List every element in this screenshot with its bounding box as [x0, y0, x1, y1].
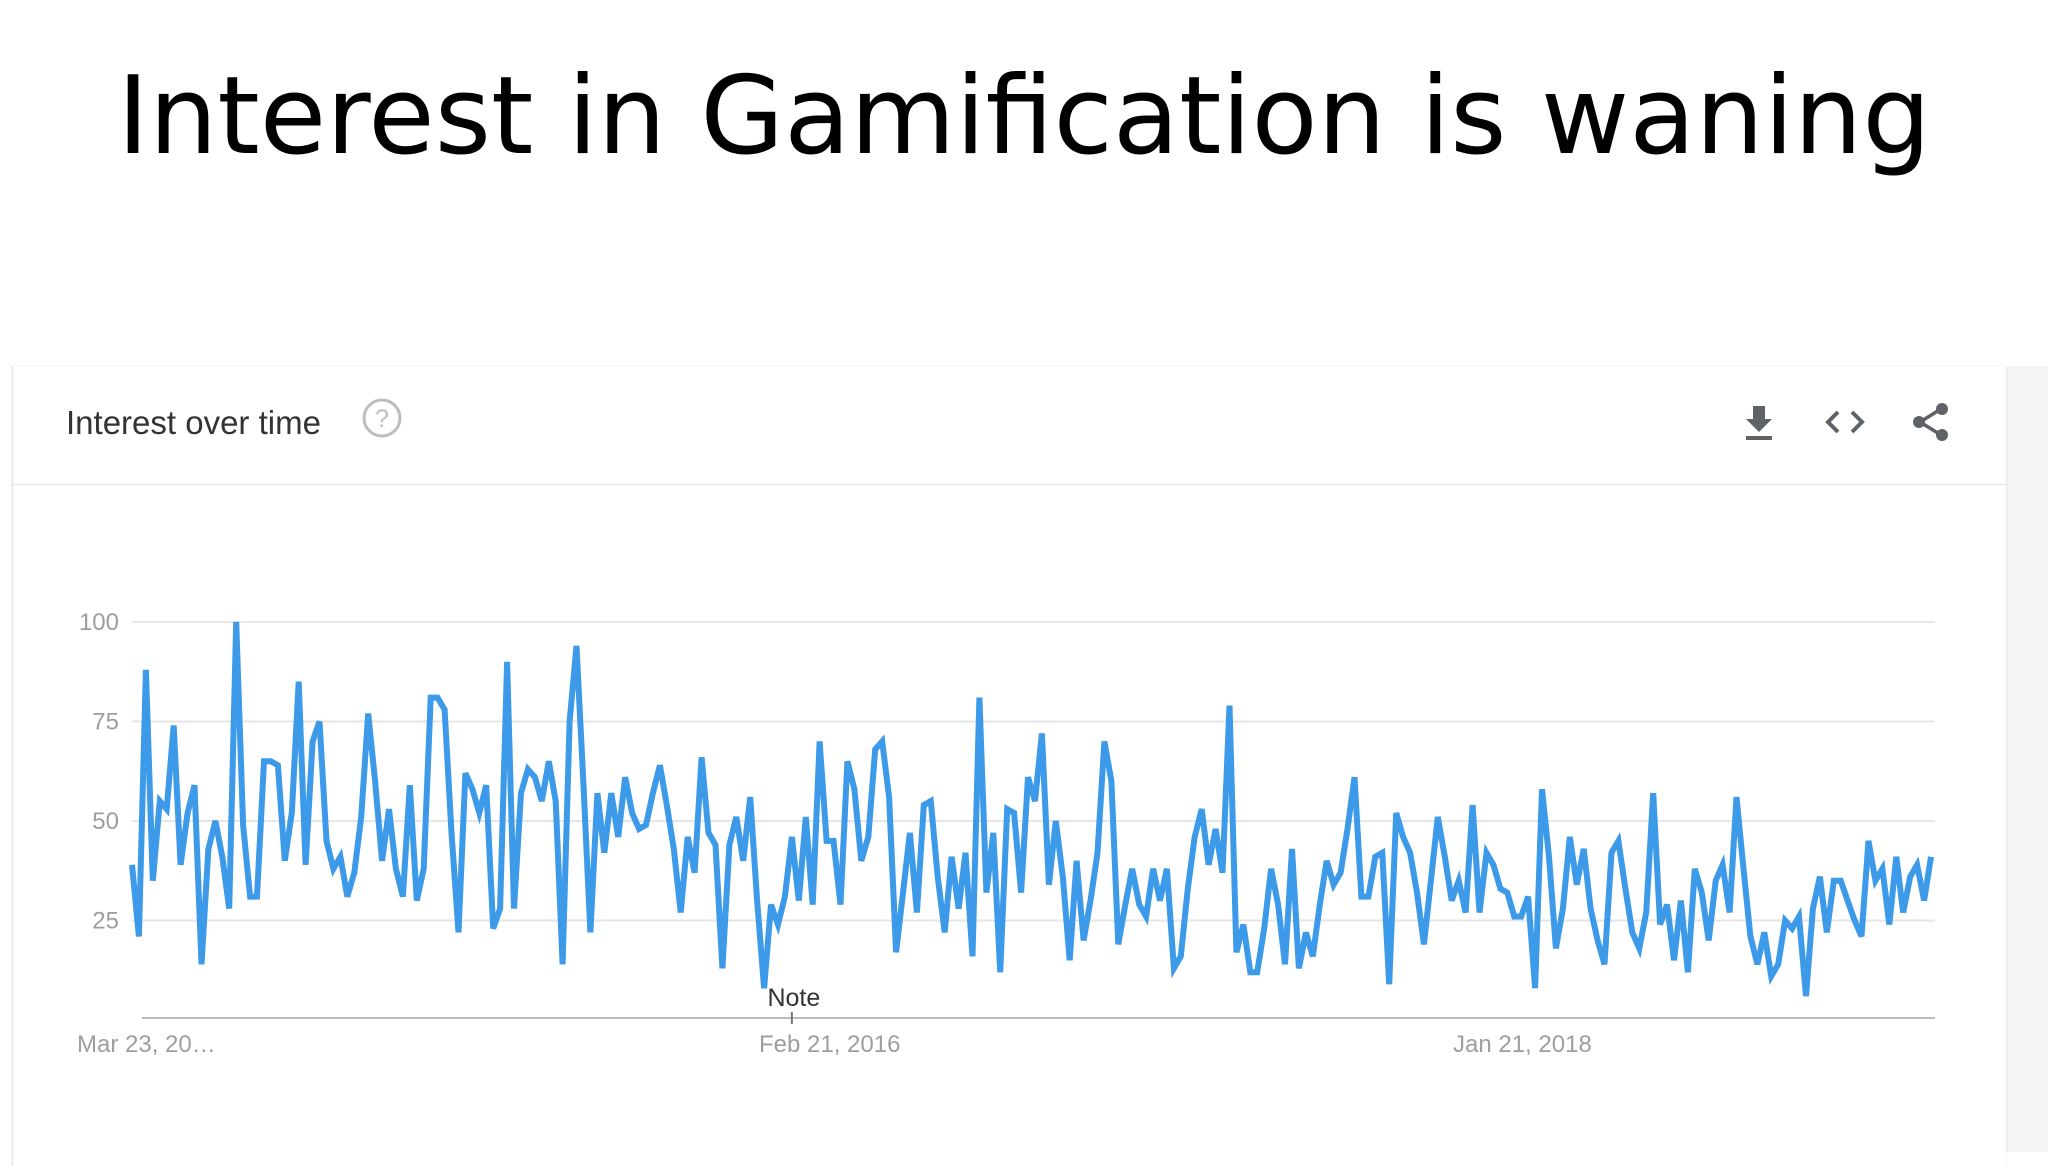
y-tick-label: 50 [92, 808, 119, 835]
y-tick-label: 25 [92, 908, 119, 935]
y-axis-ticks: 25 50 75 100 [79, 609, 119, 935]
interest-over-time-card: Interest over time ? 25 50 75 100 Mar 23, 2… [12, 366, 2006, 1166]
x-axis-ticks: Mar 23, 20… Feb 21, 2016 Jan 21, 2018 [77, 1012, 1592, 1058]
code-embed-icon[interactable] [1823, 400, 1867, 444]
x-tick-label: Feb 21, 2016 [759, 1031, 900, 1058]
card-header: Interest over time ? [13, 366, 2006, 485]
y-tick-label: 75 [92, 709, 119, 736]
x-tick-label: Mar 23, 20… [77, 1031, 216, 1058]
help-circle-icon[interactable]: ? [362, 398, 402, 438]
share-icon[interactable] [1909, 400, 1953, 444]
svg-text:?: ? [375, 405, 389, 433]
download-icon[interactable] [1737, 400, 1781, 444]
y-tick-label: 100 [79, 609, 119, 636]
card-title: Interest over time [66, 404, 321, 441]
slide-title: Interest in Gamification is waning [117, 54, 1931, 179]
note-annotation[interactable]: Note [767, 984, 820, 1012]
interest-line-chart: 25 50 75 100 Mar 23, 20… Feb 21, 2016 Jan 21,… [77, 609, 1935, 1058]
x-tick-label: Jan 21, 2018 [1453, 1031, 1592, 1058]
series-line[interactable] [129, 621, 1934, 997]
scroll-gutter [2005, 366, 2048, 1152]
